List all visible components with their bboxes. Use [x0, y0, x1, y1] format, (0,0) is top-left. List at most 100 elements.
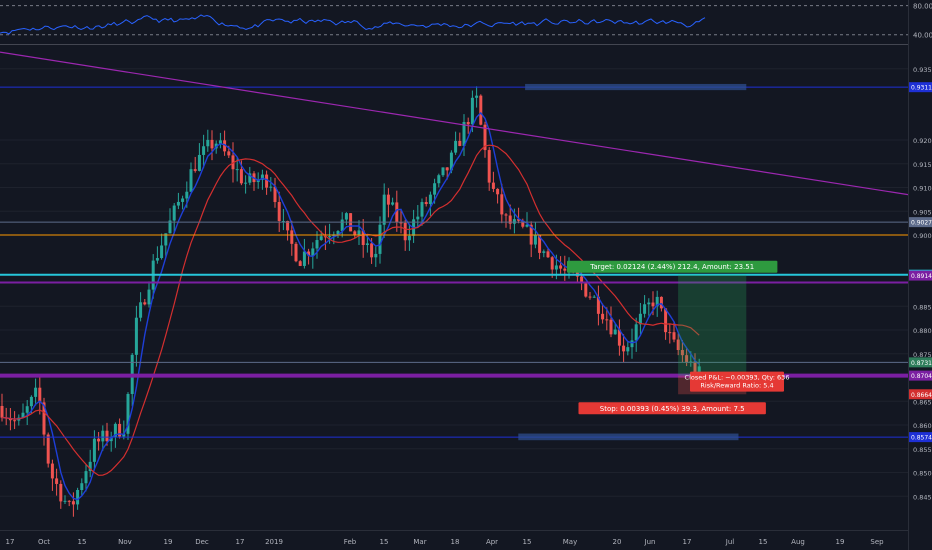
- price-badge-label: 0.93112: [911, 85, 932, 92]
- x-tick-label: 2019: [265, 538, 283, 546]
- candle-body: [655, 296, 659, 307]
- candle-body: [298, 261, 302, 266]
- y-tick-label: 0.85000: [913, 470, 932, 478]
- candle-body: [386, 194, 390, 205]
- candle-body: [613, 329, 617, 335]
- candle-body: [512, 219, 516, 224]
- supply-demand-zone: [518, 433, 739, 441]
- x-tick-label: 15: [380, 538, 389, 546]
- rsi-pane: [0, 5, 908, 45]
- candle-body: [181, 198, 185, 202]
- candle-body: [29, 396, 33, 407]
- candle-body: [206, 139, 210, 147]
- candle-body: [554, 265, 558, 270]
- target-label-box: [566, 260, 778, 273]
- candle-body: [59, 483, 63, 502]
- y-tick-label: 0.84500: [913, 493, 932, 501]
- x-tick-label: Dec: [195, 538, 209, 546]
- target-label: Target: 0.02124 (2.44%) 212.4, Amount: 2…: [589, 263, 754, 271]
- candle-body: [227, 151, 231, 156]
- stop-label-box: [578, 402, 766, 415]
- candle-body: [265, 174, 269, 188]
- x-tick-label: 19: [164, 538, 173, 546]
- candle-body: [143, 302, 147, 305]
- candle-body: [323, 236, 327, 238]
- candle-body: [340, 219, 344, 231]
- candle-body: [647, 302, 651, 305]
- x-tick-label: Mar: [413, 538, 426, 546]
- candle-body: [210, 139, 214, 149]
- price-badge: [909, 432, 932, 443]
- candle-body: [277, 202, 281, 222]
- candle-body: [92, 438, 96, 462]
- candle-body: [626, 347, 630, 352]
- candle-body: [80, 483, 84, 491]
- candle-body: [643, 304, 647, 314]
- x-tick-label: Jul: [725, 538, 735, 546]
- candle-body: [34, 387, 38, 397]
- candle-body: [118, 423, 122, 437]
- rsi-level-label: 40.00: [913, 32, 932, 40]
- candle-body: [273, 186, 277, 203]
- candle-body: [84, 471, 88, 484]
- x-tick-label: Aug: [791, 538, 805, 546]
- candle-body: [25, 406, 29, 413]
- candle-body: [76, 490, 80, 505]
- candle-body: [197, 154, 201, 171]
- candle-body: [286, 221, 290, 231]
- candle-body: [231, 155, 235, 170]
- candle-body: [109, 436, 113, 442]
- fast-moving-average: [1, 111, 700, 501]
- candle-body: [160, 245, 164, 259]
- candle-body: [588, 296, 592, 298]
- candle-body: [685, 355, 689, 363]
- candle-body: [139, 302, 143, 318]
- candle-body: [176, 201, 180, 206]
- candle-body: [580, 276, 584, 284]
- rsi-line: [0, 14, 706, 35]
- x-tick-label: Apr: [486, 538, 498, 546]
- candle-body: [470, 97, 474, 125]
- candle-body: [172, 205, 176, 221]
- candle-body: [491, 182, 495, 189]
- candle-body: [449, 152, 453, 171]
- rsi-level-label: 80.00: [913, 3, 932, 11]
- price-badge: [909, 370, 932, 381]
- x-tick-label: Jun: [644, 538, 656, 546]
- candle-body: [71, 501, 75, 505]
- candle-body: [88, 461, 92, 472]
- trade-info-box: [690, 371, 784, 392]
- candle-body: [416, 216, 420, 220]
- candle-body: [533, 234, 537, 245]
- candle-body: [164, 233, 168, 246]
- time-axis[interactable]: 17 Oct 15 Nov 19 Dec 17 2019 Feb 15 Mar 18 Apr 15 May 2…: [0, 530, 908, 547]
- x-tick-label: 20: [613, 538, 622, 546]
- price-badge-label: 0.89146: [911, 273, 932, 280]
- y-tick-label: 0.91000: [913, 185, 932, 193]
- candle-body: [315, 240, 319, 249]
- y-tick-label: 0.90500: [913, 208, 932, 216]
- x-tick-label: 15: [523, 538, 532, 546]
- price-badge-label: 0.86647: [911, 392, 932, 399]
- candle-body: [101, 430, 105, 442]
- price-badge-label: 0.87319: [911, 360, 932, 367]
- candle-body: [496, 188, 500, 195]
- candle-body: [638, 313, 642, 325]
- x-tick-label: 15: [78, 538, 87, 546]
- candle-body: [63, 500, 67, 502]
- candle-body: [223, 140, 227, 152]
- candle-body: [311, 248, 315, 256]
- candle-body: [445, 167, 449, 171]
- candle-body: [134, 317, 138, 355]
- candle-body: [353, 231, 357, 235]
- candle-body: [302, 251, 306, 266]
- price-badge: [909, 82, 932, 93]
- candle-body: [244, 182, 248, 184]
- candle-body: [664, 308, 668, 333]
- candle-body: [403, 222, 407, 241]
- candle-body: [189, 169, 193, 192]
- x-tick-label: Nov: [118, 538, 132, 546]
- price-axis[interactable]: 80.00 40.00 0.93500 0.92000 0.91500 0.91000 0.…: [908, 0, 932, 550]
